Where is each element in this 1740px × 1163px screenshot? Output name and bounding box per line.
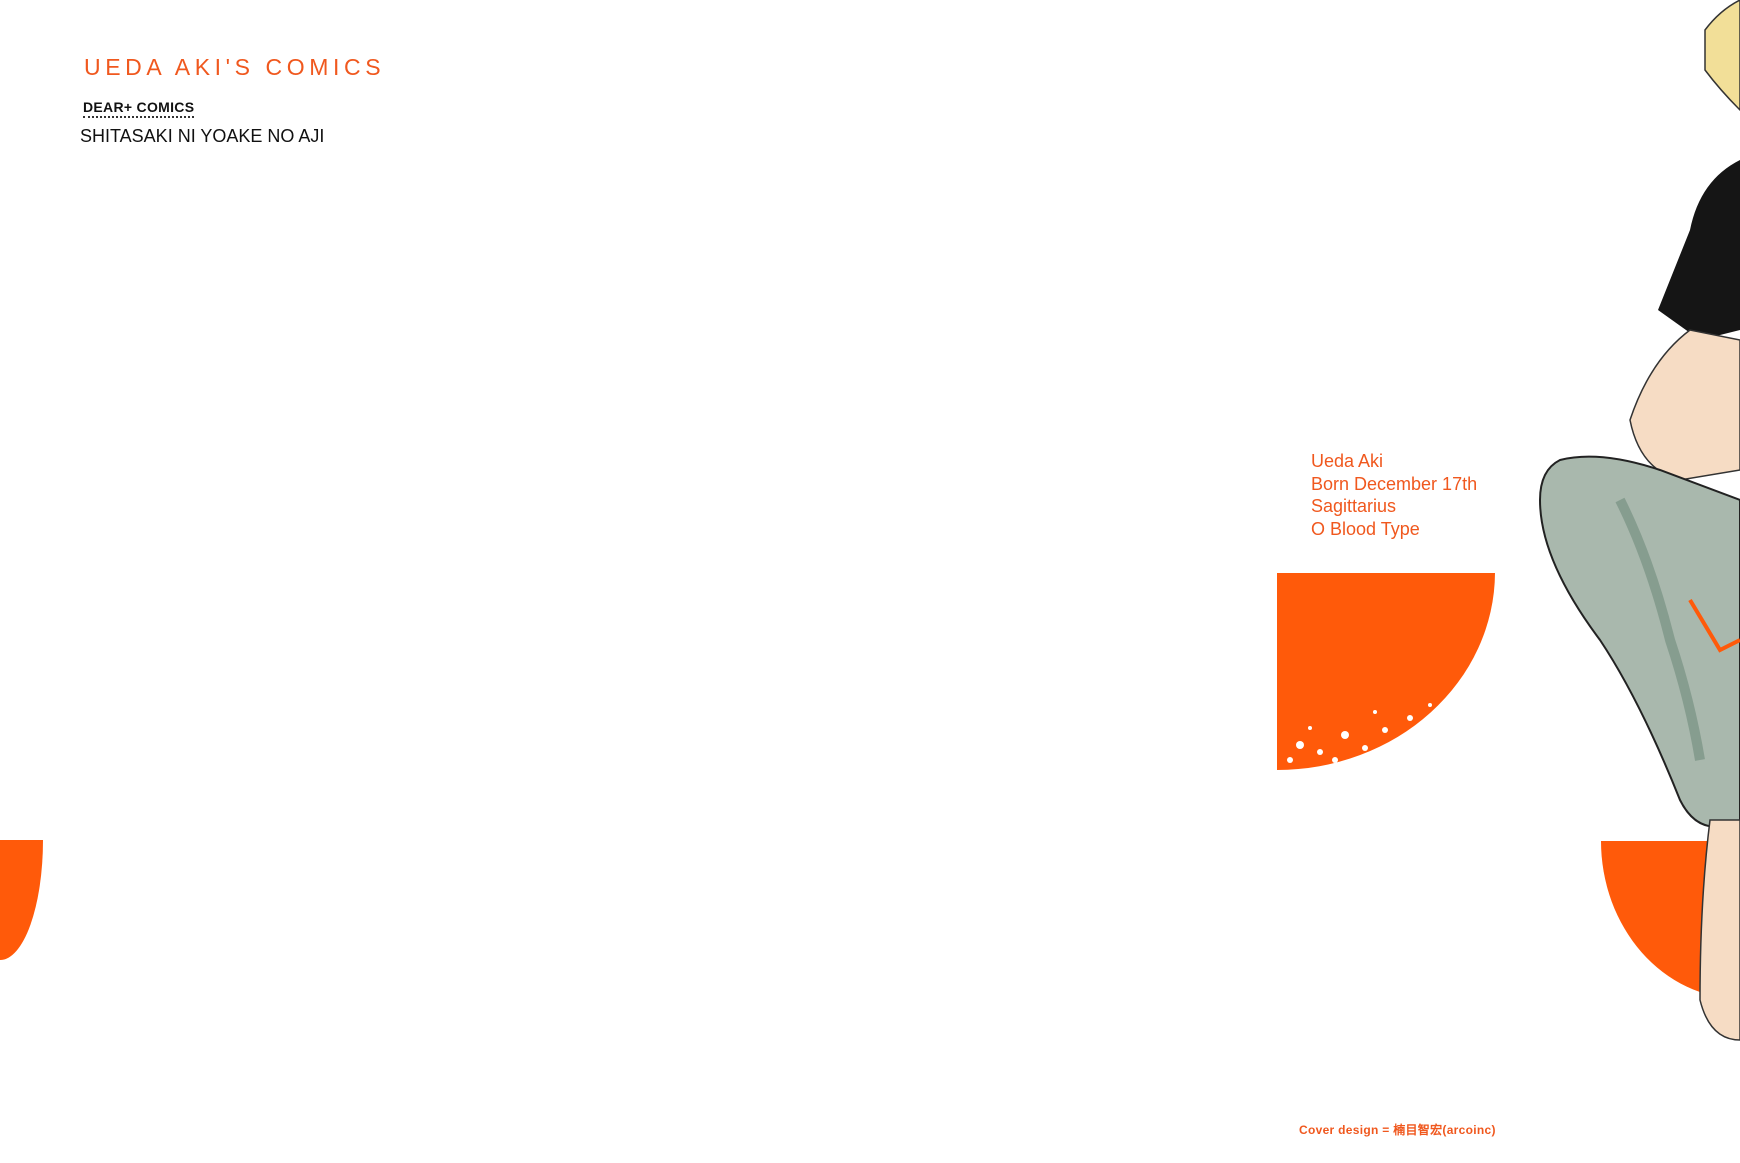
orange-disc-center <box>1277 573 1495 770</box>
book-title: SHITASAKI NI YOAKE NO AJI <box>80 126 325 146</box>
character-illustration <box>1538 0 1740 1041</box>
author-blood-type: O Blood Type <box>1311 518 1420 539</box>
cover-design-credit: Cover design = 楠目智宏(arcoinc) <box>1299 1123 1496 1137</box>
series-title: UEDA AKI'S COMICS <box>84 54 386 80</box>
author-zodiac: Sagittarius <box>1311 496 1397 516</box>
author-birthday: Born December 17th <box>1311 473 1478 494</box>
author-bio: Ueda Aki Born December 17th Sagittarius … <box>1311 450 1477 540</box>
orange-disc-left <box>0 840 43 960</box>
speckle-texture <box>1287 703 1432 763</box>
author-name: Ueda Aki <box>1311 451 1384 471</box>
imprint-label: DEAR+ COMICS <box>83 99 195 118</box>
